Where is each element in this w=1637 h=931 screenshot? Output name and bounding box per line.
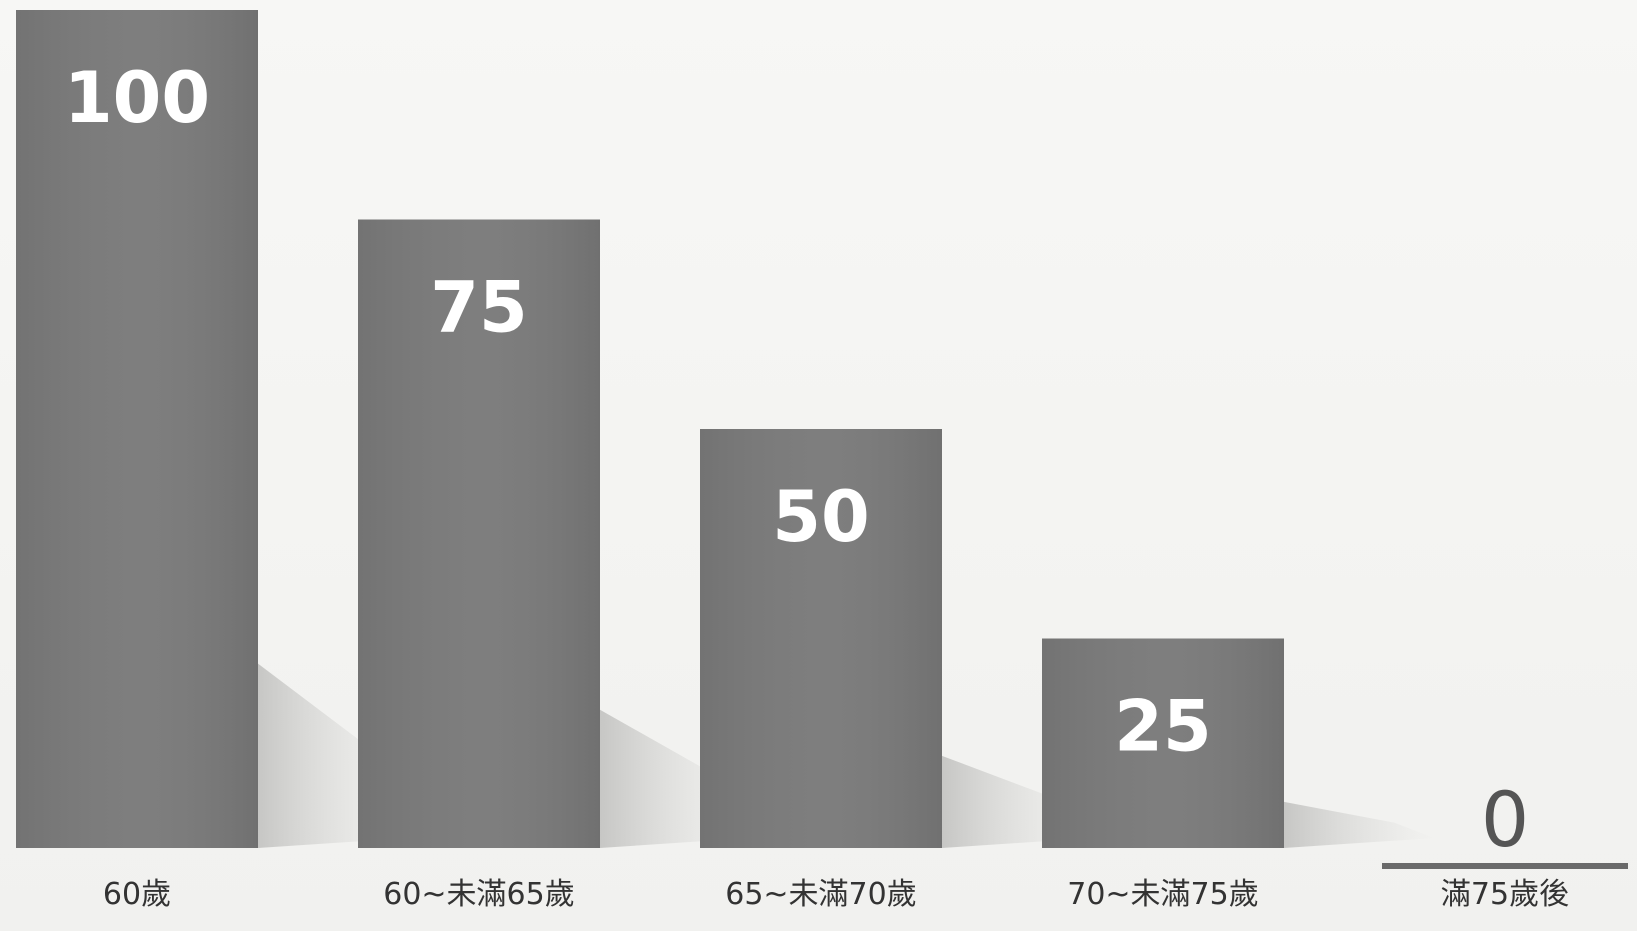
bar-value-label: 25 (1114, 686, 1211, 768)
bar-zero-line (1382, 863, 1628, 869)
bar-value-label: 0 (1481, 775, 1529, 864)
bar-value-label: 75 (430, 267, 527, 349)
category-label: 60~未滿65歲 (383, 877, 574, 912)
category-label: 60歲 (103, 877, 171, 912)
bar-shadow (1284, 801, 1434, 848)
bars (16, 10, 1628, 869)
category-label: 70~未滿75歲 (1067, 877, 1258, 912)
labels: 100 60歲 75 60~未滿65歲 50 65~未滿70歲 25 70~未滿75歲 0 滿75… (64, 57, 1569, 912)
category-label: 滿75歲後 (1441, 877, 1569, 912)
bar-value-label: 50 (772, 476, 869, 558)
bar-value-label: 100 (64, 57, 210, 139)
bar-texture (1042, 638, 1284, 848)
category-label: 65~未滿70歲 (725, 877, 916, 912)
bar-texture (700, 429, 942, 848)
bar-texture (16, 10, 258, 848)
bar-texture (358, 219, 600, 848)
